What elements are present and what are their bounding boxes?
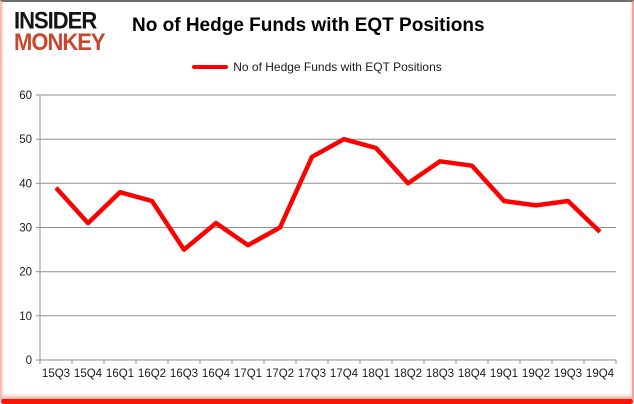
x-axis-tick-label: 17Q3	[298, 368, 326, 380]
y-axis-tick-label: 10	[19, 311, 32, 323]
x-axis-tick-label: 18Q2	[394, 368, 422, 380]
logo-line-insider: INSIDER	[14, 6, 97, 34]
x-axis-tick-label: 19Q3	[554, 368, 582, 380]
x-axis-tick-label: 16Q4	[202, 368, 231, 380]
x-axis-tick-label: 18Q1	[362, 368, 390, 380]
y-axis-tick-label: 20	[19, 267, 32, 279]
x-axis-tick-label: 16Q2	[138, 368, 166, 380]
logo-line-monkey: MONKEY	[14, 28, 106, 56]
x-axis-tick-label: 15Q3	[42, 368, 70, 380]
y-axis-tick-label: 60	[19, 90, 32, 102]
x-axis-tick-label: 19Q1	[490, 368, 518, 380]
x-axis-tick-label: 16Q3	[170, 368, 198, 380]
x-axis-tick-label: 19Q4	[586, 368, 615, 380]
x-axis-tick-label: 18Q4	[458, 368, 487, 380]
x-axis-tick-label: 18Q3	[426, 368, 454, 380]
x-axis-tick-label: 17Q4	[330, 368, 359, 380]
series-line	[54, 136, 602, 252]
x-axis-tick-label: 17Q2	[266, 368, 294, 380]
legend: No of Hedge Funds with EQT Positions	[2, 60, 632, 74]
x-axis-tick-label: 16Q1	[106, 368, 134, 380]
y-axis-tick-label: 0	[26, 355, 32, 367]
legend-label: No of Hedge Funds with EQT Positions	[233, 60, 442, 74]
x-axis-tick-label: 15Q4	[74, 368, 103, 380]
legend-line-swatch	[192, 65, 229, 69]
y-axis-tick-label: 30	[19, 223, 32, 235]
x-axis-tick-label: 17Q1	[234, 368, 262, 380]
y-axis-tick-label: 50	[19, 134, 32, 146]
insider-monkey-logo: INSIDER MONKEY	[14, 6, 106, 56]
chart-title: No of Hedge Funds with EQT Positions	[132, 15, 485, 36]
y-axis-tick-label: 40	[19, 178, 32, 190]
x-axis-tick-label: 19Q2	[522, 368, 550, 380]
